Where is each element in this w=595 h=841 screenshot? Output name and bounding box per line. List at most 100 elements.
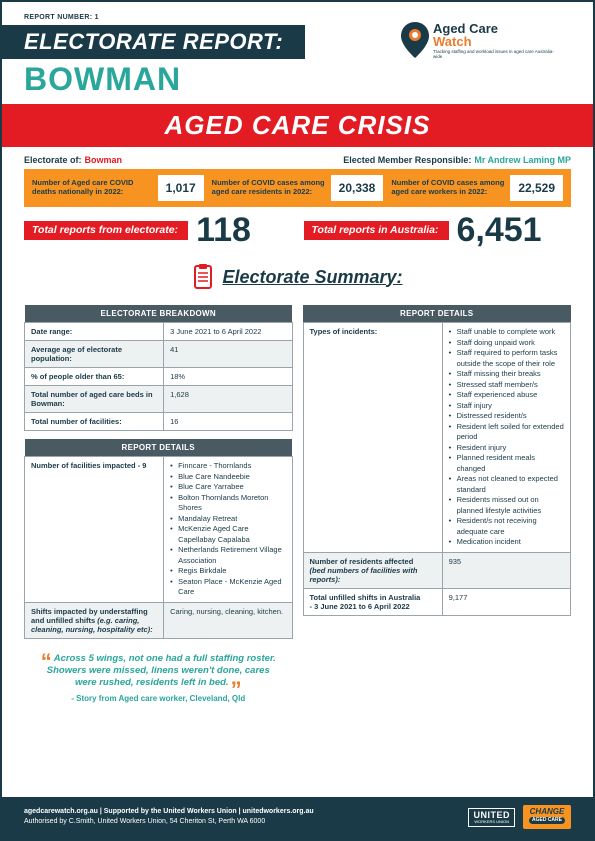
change-logo: CHANGE AGED CARE [523, 805, 571, 829]
logo-tagline: Tracking staffing and workload issues in… [433, 50, 563, 59]
info-electorate: Electorate of: Bowman [24, 155, 122, 165]
covid-stat-label: Number of COVID cases among aged care re… [212, 179, 325, 196]
logo-text: Aged Care Watch Tracking staffing and wo… [433, 22, 563, 59]
change-logo-sub: AGED CARE [529, 817, 565, 824]
list-item: Distressed resident/s [449, 411, 564, 422]
list-item: Planned resident meals changed [449, 453, 564, 474]
list-item: Staff doing unpaid work [449, 338, 564, 349]
list-item: Areas not cleaned to expected standard [449, 474, 564, 495]
body-columns: ELECTORATE BREAKDOWN Date range:3 June 2… [2, 305, 593, 711]
table-row-value: 41 [164, 341, 292, 368]
total-electorate-value: 118 [196, 211, 251, 250]
incidents-list-cell: Staff unable to complete workStaff doing… [442, 323, 570, 553]
covid-stat-value: 20,338 [331, 175, 384, 201]
crisis-banner-text: AGED CARE CRISIS [165, 110, 431, 140]
covid-stat-label: Number of COVID cases among aged care wo… [391, 179, 504, 196]
info-electorate-value: Bowman [85, 155, 123, 165]
quote-block: “Across 5 wings, not one had a full staf… [24, 647, 293, 703]
table-header: ELECTORATE BREAKDOWN [25, 305, 293, 323]
list-item: Finncare - Thornlands [170, 461, 285, 472]
covid-stats-band: Number of Aged care COVID deaths nationa… [24, 169, 571, 207]
footer-line2: Authorised by C.Smith, United Workers Un… [24, 817, 314, 828]
shifts-impacted-value: Caring, nursing, cleaning, kitchen. [164, 602, 292, 638]
info-member: Elected Member Responsible: Mr Andrew La… [343, 155, 571, 165]
report-details-left-table: REPORT DETAILS Number of facilities impa… [24, 439, 293, 639]
table-row-label: % of people older than 65: [25, 368, 164, 386]
total-electorate: Total reports from electorate: 118 [24, 211, 292, 250]
left-column: ELECTORATE BREAKDOWN Date range:3 June 2… [24, 305, 293, 703]
list-item: Residents missed out on planned lifestyl… [449, 495, 564, 516]
crisis-banner: AGED CARE CRISIS [2, 104, 593, 147]
quote-open-icon: “ [41, 649, 52, 674]
brand-logo: Aged Care Watch Tracking staffing and wo… [401, 22, 563, 59]
electorate-name: BOWMAN [2, 59, 593, 104]
footer: agedcarewatch.org.au | Supported by the … [2, 797, 593, 839]
united-logo-sub: WORKERS UNION [473, 820, 510, 824]
list-item: Mandalay Retreat [170, 514, 285, 525]
table-row-value: 3 June 2021 to 6 April 2022 [164, 323, 292, 341]
report-page: REPORT NUMBER: 1 ELECTORATE REPORT: BOWM… [0, 0, 595, 841]
covid-stat: Number of COVID cases among aged care wo… [391, 175, 563, 201]
list-item: Netherlands Retirement Village Associati… [170, 545, 285, 566]
summary-heading: Electorate Summary: [2, 250, 593, 305]
quote-attribution: - Story from Aged care worker, Cleveland… [28, 694, 289, 703]
info-member-value: Mr Andrew Laming MP [474, 155, 571, 165]
list-item: Staff experienced abuse [449, 390, 564, 401]
table-row-value: 18% [164, 368, 292, 386]
title-bar-text: ELECTORATE REPORT: [24, 29, 283, 54]
info-electorate-label: Electorate of: [24, 155, 82, 165]
unfilled-shifts-value: 9,177 [442, 588, 570, 615]
list-item: Staff required to perform tasks outside … [449, 348, 564, 369]
incidents-list: Staff unable to complete workStaff doing… [449, 327, 564, 548]
united-logo-text: UNITED [473, 810, 510, 820]
unfilled-label-l2: - 3 June 2021 to 6 April 2022 [310, 602, 436, 611]
totals-row: Total reports from electorate: 118 Total… [2, 207, 593, 250]
list-item: Staff missing their breaks [449, 369, 564, 380]
list-item: Blue Care Nandeebie [170, 472, 285, 483]
covid-stat-label: Number of Aged care COVID deaths nationa… [32, 179, 152, 196]
table-row-label: Average age of electorate population: [25, 341, 164, 368]
facilities-list: Finncare - ThornlandsBlue Care Nandeebie… [170, 461, 285, 598]
list-item: Bolton Thornlands Moreton Shores [170, 493, 285, 514]
list-item: Stressed staff member/s [449, 380, 564, 391]
shifts-impacted-label: Shifts impacted by understaffing and unf… [25, 602, 164, 638]
table-row-label: Total number of facilities: [25, 413, 164, 431]
logo-line2: Watch [433, 35, 563, 48]
table-header: REPORT DETAILS [303, 305, 571, 323]
incidents-label: Types of incidents: [303, 323, 442, 553]
info-member-label: Elected Member Responsible: [343, 155, 471, 165]
footer-logos: UNITED WORKERS UNION CHANGE AGED CARE [468, 805, 571, 829]
footer-text: agedcarewatch.org.au | Supported by the … [24, 807, 314, 828]
covid-stat-value: 22,529 [510, 175, 563, 201]
title-bar: ELECTORATE REPORT: [2, 25, 305, 59]
report-details-right-table: REPORT DETAILS Types of incidents: Staff… [303, 305, 572, 616]
total-electorate-label: Total reports from electorate: [24, 221, 188, 241]
list-item: Resident injury [449, 443, 564, 454]
total-australia-value: 6,451 [457, 211, 542, 250]
residents-label-l1: Number of residents affected [310, 557, 414, 566]
total-australia: Total reports in Australia: 6,451 [304, 211, 572, 250]
info-row: Electorate of: Bowman Elected Member Res… [2, 147, 593, 169]
document-icon [192, 264, 214, 290]
table-row-value: 16 [164, 413, 292, 431]
table-row-value: 1,628 [164, 386, 292, 413]
footer-line1: agedcarewatch.org.au | Supported by the … [24, 807, 314, 818]
covid-stat: Number of COVID cases among aged care re… [212, 175, 384, 201]
list-item: Staff injury [449, 401, 564, 412]
united-logo: UNITED WORKERS UNION [468, 808, 515, 827]
covid-stat: Number of Aged care COVID deaths nationa… [32, 175, 204, 201]
list-item: McKenzie Aged Care Capellabay Capalaba [170, 524, 285, 545]
quote-text: “Across 5 wings, not one had a full staf… [28, 653, 289, 690]
residents-label-l2: (bed numbers of facilities with reports)… [310, 566, 436, 584]
total-australia-label: Total reports in Australia: [304, 221, 449, 241]
residents-affected-value: 935 [442, 552, 570, 588]
list-item: Regis Birkdale [170, 566, 285, 577]
table-header: REPORT DETAILS [25, 439, 293, 457]
facilities-list-cell: Finncare - ThornlandsBlue Care Nandeebie… [164, 457, 292, 603]
table-row-label: Total number of aged care beds in Bowman… [25, 386, 164, 413]
quote-close-icon: ” [231, 677, 242, 702]
table-row-label: Date range: [25, 323, 164, 341]
residents-affected-label: Number of residents affected (bed number… [303, 552, 442, 588]
list-item: Resident left soiled for extended period [449, 422, 564, 443]
list-item: Resident/s not receiving adequate care [449, 516, 564, 537]
